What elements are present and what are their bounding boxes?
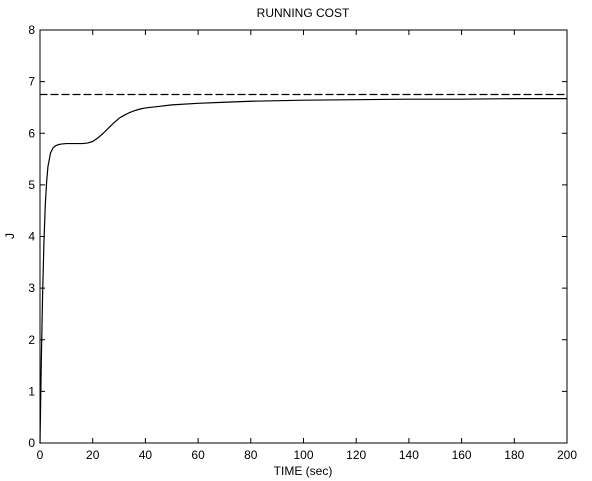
x-tick-label: 120 <box>346 448 366 462</box>
chart-title: RUNNING COST <box>257 6 350 20</box>
x-tick-label: 40 <box>139 448 153 462</box>
x-tick-label: 0 <box>37 448 44 462</box>
y-tick-label: 1 <box>28 384 35 398</box>
series-layer <box>39 93 568 444</box>
y-tick-label: 8 <box>28 23 35 37</box>
y-tick-label: 3 <box>28 281 35 295</box>
x-tick-label: 60 <box>191 448 205 462</box>
y-tick-label: 4 <box>28 230 35 244</box>
x-tick-label: 20 <box>86 448 100 462</box>
y-tick-label: 6 <box>28 126 35 140</box>
x-tick-label: 80 <box>244 448 258 462</box>
x-tick-label: 200 <box>557 448 577 462</box>
y-axis-label: J <box>3 233 17 239</box>
x-axis-ticks: 0 20 40 60 80 100 120 140 160 180 200 <box>37 30 577 462</box>
x-tick-label: 160 <box>452 448 472 462</box>
x-tick-label: 180 <box>504 448 524 462</box>
y-tick-label: 7 <box>28 75 35 89</box>
x-tick-label: 100 <box>293 448 313 462</box>
x-tick-label: 140 <box>399 448 419 462</box>
y-tick-label: 2 <box>28 333 35 347</box>
y-tick-label: 5 <box>28 178 35 192</box>
y-axis-ticks: 0 1 2 3 4 5 6 7 8 <box>28 23 567 450</box>
y-tick-label: 0 <box>28 436 35 450</box>
x-axis-label: TIME (sec) <box>274 464 333 478</box>
plot-area-frame <box>39 29 568 444</box>
series-line-solid <box>39 98 568 444</box>
